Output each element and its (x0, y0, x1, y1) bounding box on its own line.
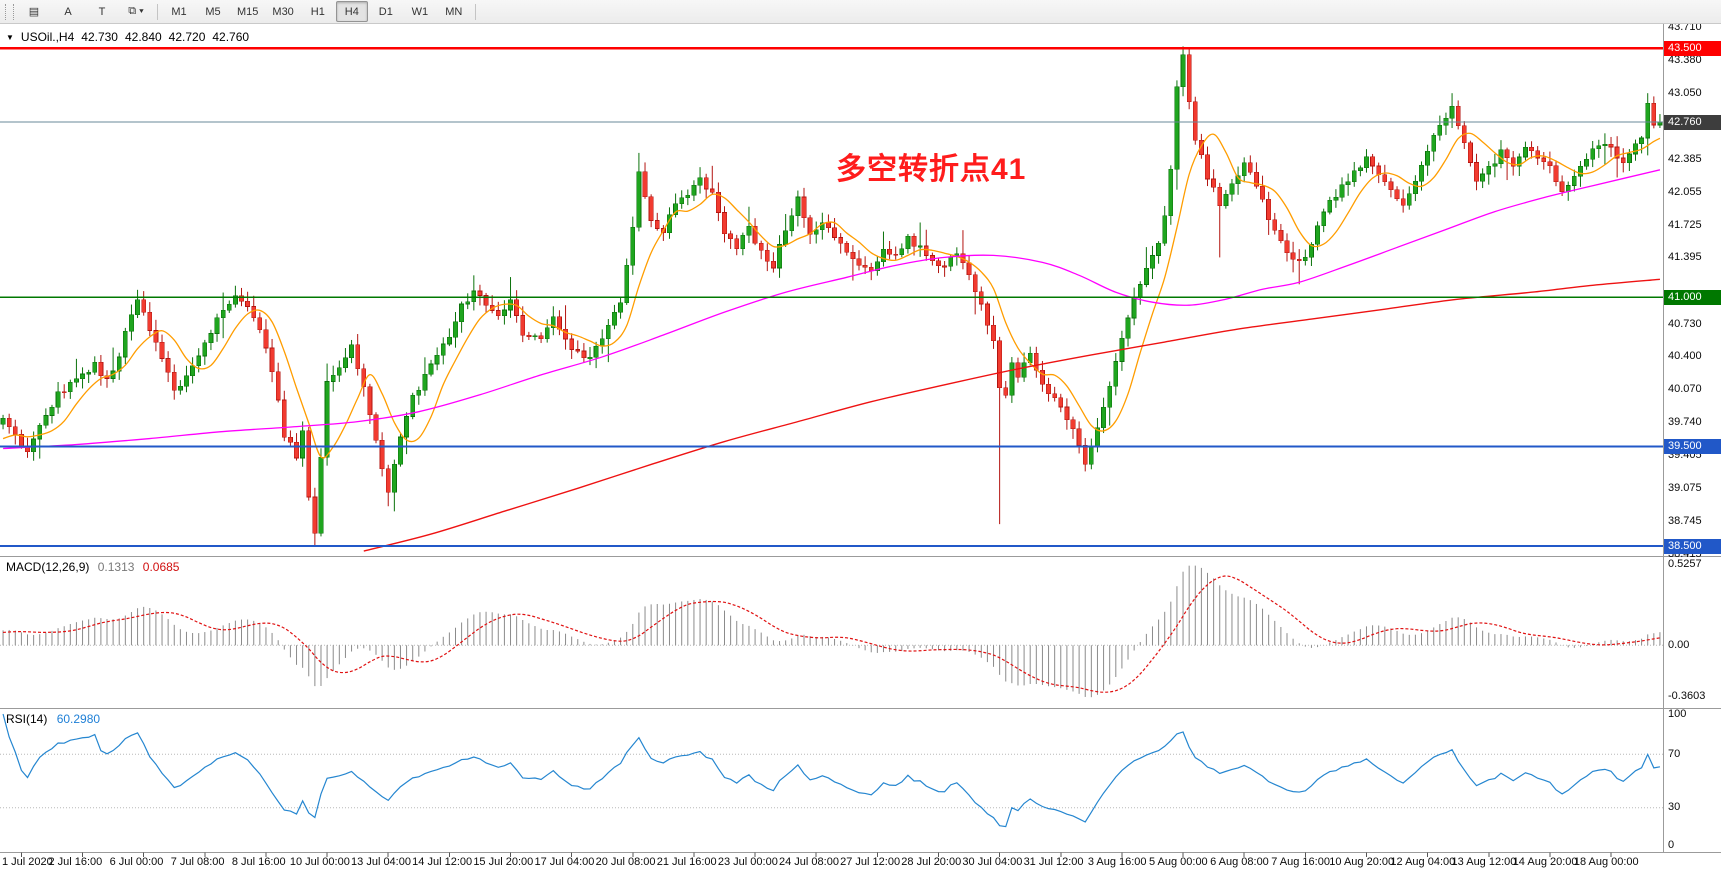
toolbar-template-tool-button[interactable]: T (98, 5, 106, 18)
timeframe-button-w1[interactable]: W1 (411, 5, 429, 18)
toolbar-objects-dropdown-button[interactable]: ⧉ ▾ (128, 5, 144, 17)
timeframe-button-m5[interactable]: M5 (205, 5, 221, 18)
toolbar-drag-handle[interactable] (5, 3, 14, 20)
timeframe-button-h1[interactable]: H1 (310, 5, 325, 18)
toolbar: ▤ A T ⧉ ▾ M1 M5 M15 M30 H1 H4 D1 W1 MN (0, 0, 1721, 24)
toolbar-separator (157, 3, 158, 20)
timeframe-button-d1[interactable]: D1 (378, 5, 393, 18)
toolbar-separator (474, 3, 476, 20)
timeframe-button-mn[interactable]: MN (445, 5, 463, 18)
timeframe-button-m30[interactable]: M30 (272, 5, 294, 18)
toolbar-tools: ▤ A T ⧉ ▾ (17, 1, 153, 22)
timeframe-button-h4[interactable]: H4 (335, 1, 368, 22)
toolbar-chart-list-button[interactable]: ▤ (28, 6, 40, 18)
toolbar-text-tool-button[interactable]: A (64, 5, 72, 18)
timeframe-button-m1[interactable]: M1 (171, 5, 187, 18)
timeframe-toolbar: M1 M5 M15 M30 H1 H4 D1 W1 MN (162, 1, 471, 22)
timeframe-button-m15[interactable]: M15 (237, 5, 259, 18)
